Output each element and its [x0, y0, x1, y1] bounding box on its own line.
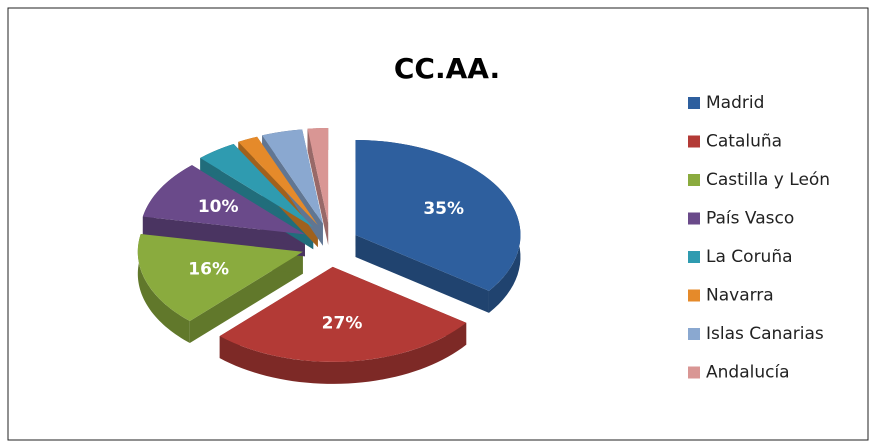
pie-slice	[262, 129, 323, 224]
pie-slice	[200, 143, 314, 228]
legend-swatch	[688, 289, 700, 302]
slice-wall	[307, 128, 329, 246]
legend-swatch	[688, 328, 700, 340]
pie-slice	[137, 233, 303, 322]
legend-swatch	[688, 212, 700, 225]
slice-wall	[189, 251, 303, 344]
slice-rim	[219, 322, 467, 384]
pie-slice	[238, 136, 318, 226]
legend-label: Navarra	[706, 286, 774, 306]
slice-rim	[137, 233, 190, 344]
data-label: 27%	[322, 314, 363, 334]
legend-swatch	[688, 135, 700, 148]
chart-title: CC.AA.	[394, 52, 500, 85]
legend-swatch	[688, 366, 700, 379]
pie-slice	[142, 165, 305, 235]
slice-wall	[355, 235, 489, 313]
legend-swatch	[688, 97, 700, 109]
pie-slice	[219, 266, 467, 362]
legend-label: País Vasco	[706, 209, 794, 229]
legend-swatch	[688, 251, 700, 263]
legend-label: Islas Canarias	[706, 324, 824, 344]
data-label: 10%	[198, 197, 239, 217]
legend-label: Castilla y León	[706, 170, 830, 190]
legend-swatch	[688, 174, 700, 186]
pie-slice	[307, 128, 329, 224]
legend-label: Cataluña	[706, 132, 782, 152]
legend-label: Madrid	[706, 93, 764, 113]
pie-slice	[355, 140, 521, 291]
data-label: 16%	[188, 259, 229, 279]
legend-label: Andalucía	[706, 363, 790, 383]
pie-tops	[137, 128, 521, 362]
legend-label: La Coruña	[706, 247, 793, 267]
slice-wall	[142, 216, 305, 257]
data-label: 35%	[423, 199, 464, 219]
